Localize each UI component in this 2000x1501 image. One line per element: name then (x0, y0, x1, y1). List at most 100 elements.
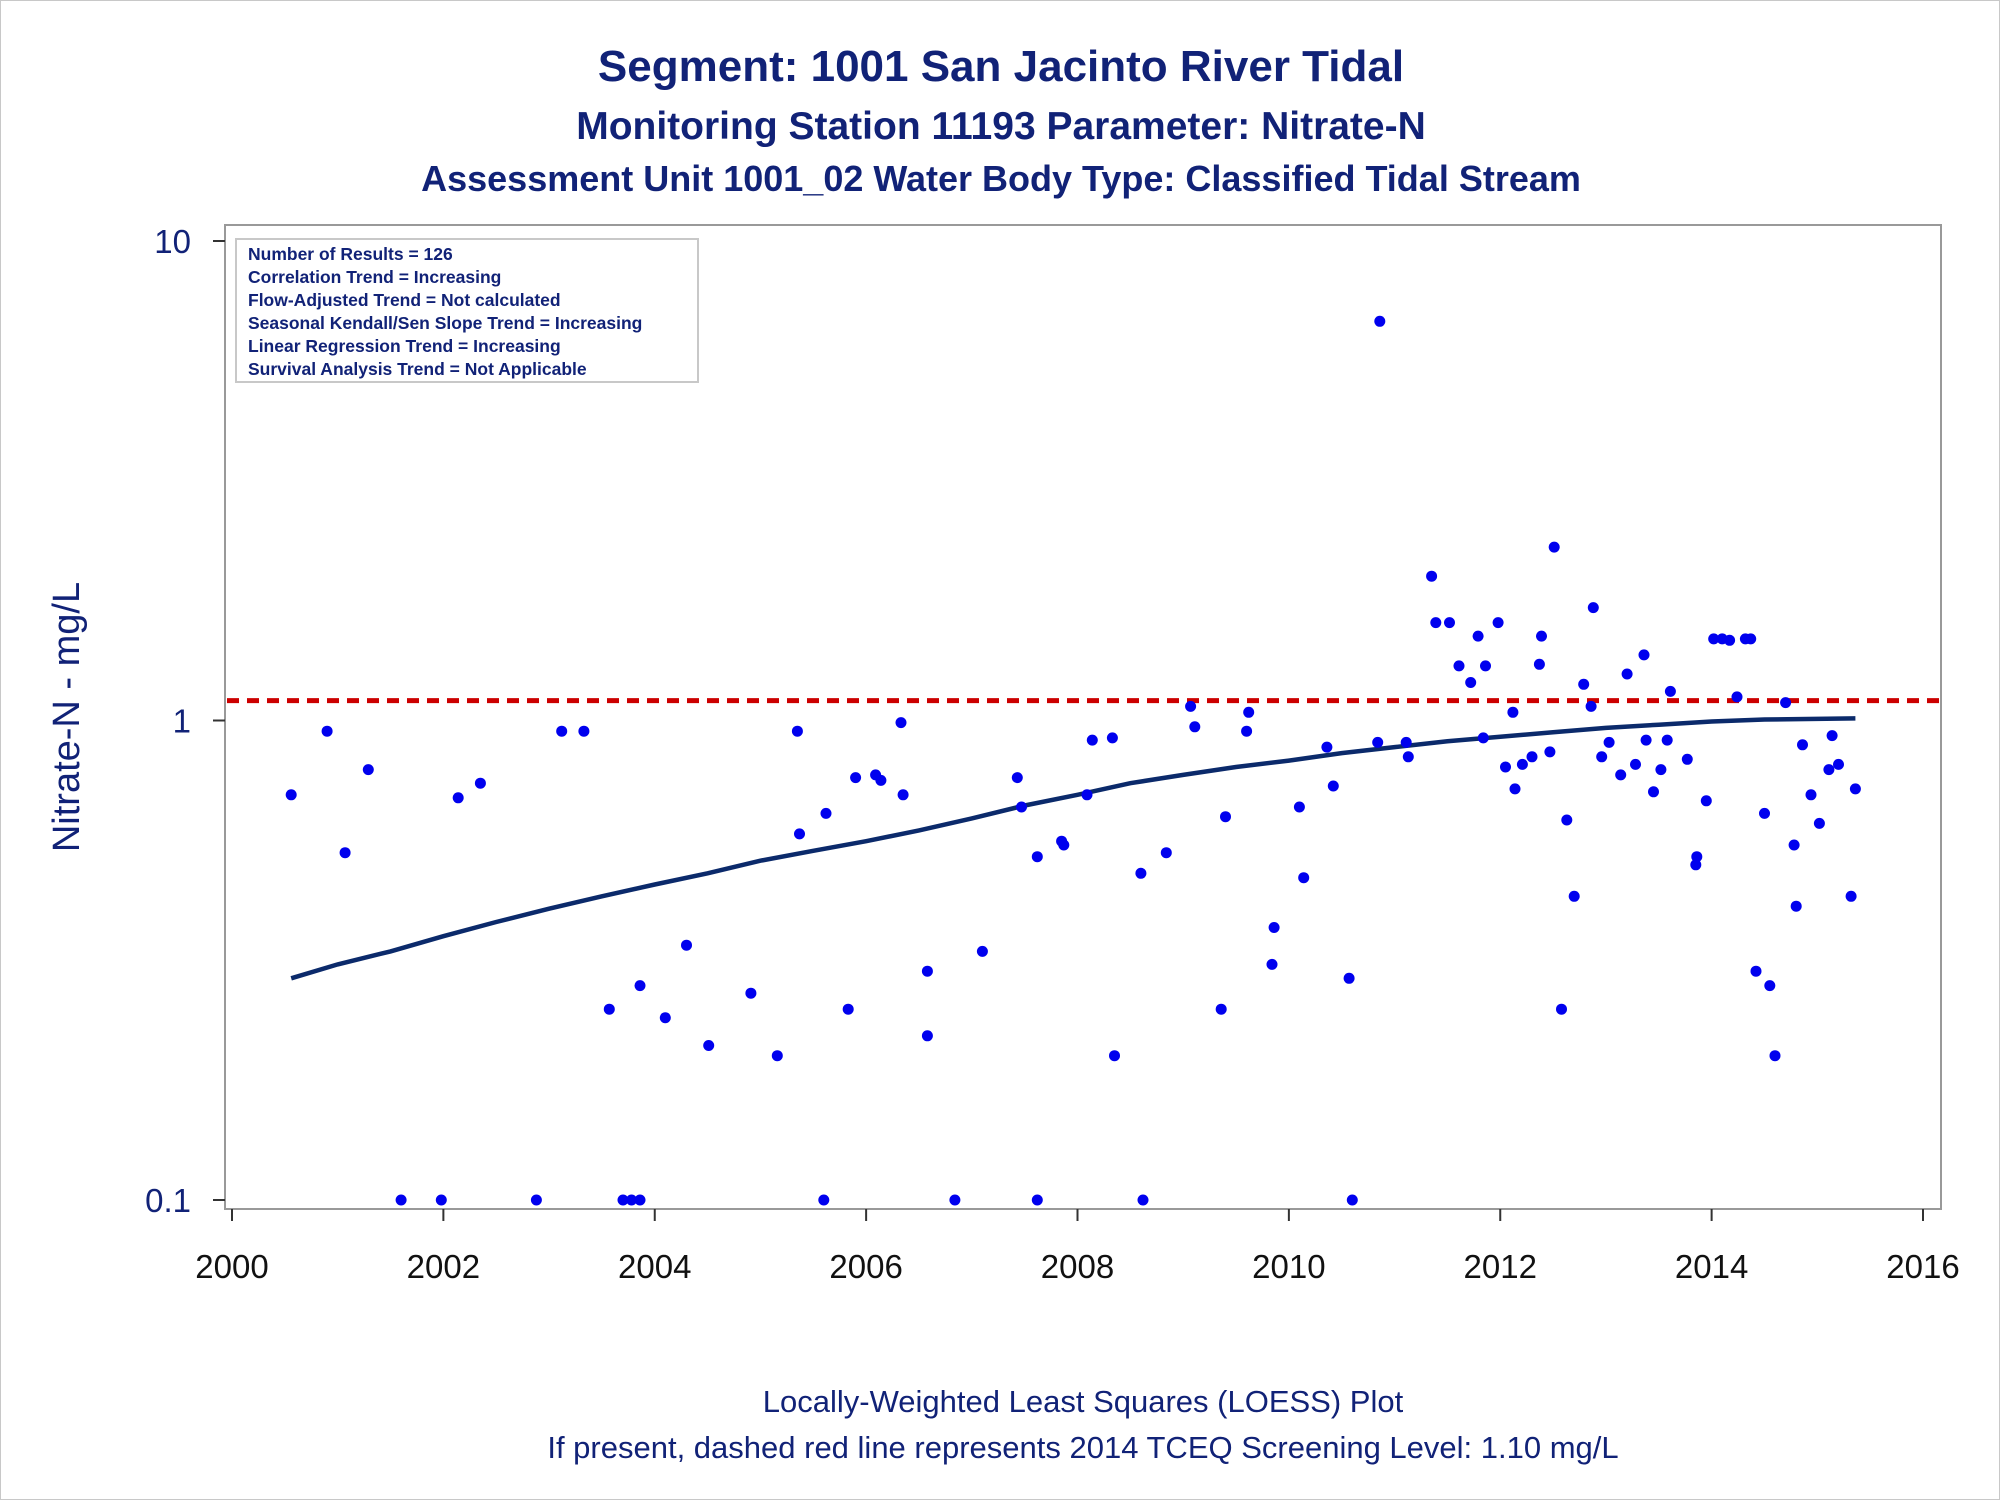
data-point (1011, 772, 1023, 784)
data-point (1681, 753, 1693, 765)
data-point (921, 1030, 933, 1042)
x-tick-label: 2014 (1675, 1248, 1748, 1285)
data-point (1648, 786, 1659, 798)
data-point (1548, 541, 1560, 553)
data-point (1826, 730, 1838, 742)
data-point (681, 939, 692, 951)
data-point (949, 1194, 961, 1206)
y-axis: 0.1 1 10 (145, 223, 225, 1219)
data-point (1298, 872, 1310, 884)
data-point (1585, 700, 1597, 712)
data-point (1266, 958, 1278, 970)
data-point (626, 1194, 637, 1206)
x-tick-label: 2004 (618, 1248, 691, 1285)
data-point (1465, 677, 1477, 688)
data-point (745, 987, 757, 999)
data-point (1268, 922, 1280, 933)
data-point (659, 1012, 671, 1024)
data-point (1086, 734, 1098, 746)
data-point (634, 980, 646, 992)
loess-curve (290, 716, 1856, 981)
footnote-screening: If present, dashed red line represents 2… (547, 1430, 1618, 1465)
data-point (850, 772, 862, 784)
data-point (1640, 734, 1652, 746)
data-point (617, 1194, 629, 1206)
data-point (1750, 965, 1762, 977)
data-points (285, 315, 1861, 1206)
data-point (895, 717, 907, 729)
data-point (1472, 630, 1484, 642)
data-point (1185, 700, 1197, 712)
data-point (1845, 890, 1857, 902)
data-point (1780, 697, 1792, 709)
data-point (1805, 789, 1817, 801)
data-point (1160, 847, 1172, 859)
data-point (1764, 980, 1776, 992)
data-point (791, 725, 803, 737)
chart-title: Segment: 1001 San Jacinto River Tidal (598, 42, 1404, 91)
data-point (1833, 758, 1844, 770)
data-point (362, 764, 374, 776)
x-tick-label: 2000 (195, 1248, 268, 1285)
stats-line-results: Number of Results = 126 (248, 244, 453, 264)
y-axis-label: Nitrate-N - mg/L (46, 582, 88, 852)
data-point (842, 1003, 854, 1015)
data-point (474, 777, 486, 789)
data-point (1137, 1194, 1149, 1206)
data-point (771, 1050, 783, 1062)
stats-line-flow-adjusted: Flow-Adjusted Trend = Not calculated (248, 290, 561, 310)
data-point (897, 789, 909, 801)
y-tick-label: 1 (173, 703, 191, 740)
data-point (1731, 691, 1743, 703)
data-point (395, 1194, 407, 1206)
data-point (1536, 630, 1547, 642)
data-point (1797, 739, 1808, 751)
data-point (1849, 783, 1861, 795)
x-tick-label: 2008 (1041, 1248, 1114, 1285)
x-tick-label: 2006 (829, 1248, 902, 1285)
data-point (1477, 732, 1489, 744)
data-point (1480, 660, 1491, 672)
data-point (1220, 811, 1231, 823)
data-point (1293, 801, 1305, 813)
stats-line-survival: Survival Analysis Trend = Not Applicable (248, 359, 587, 379)
data-point (1745, 633, 1757, 645)
data-point (1081, 789, 1093, 801)
data-point (1215, 1003, 1227, 1015)
data-point (1243, 706, 1255, 718)
chart-subtitle: Monitoring Station 11193 Parameter: Nitr… (576, 105, 1426, 148)
data-point (339, 847, 351, 859)
data-point (634, 1194, 646, 1206)
data-point (1109, 1050, 1120, 1062)
data-point (820, 807, 832, 819)
data-point (1444, 617, 1455, 629)
data-point (556, 725, 568, 737)
data-point (1691, 851, 1703, 863)
data-point (1400, 736, 1412, 748)
data-point (1544, 746, 1556, 758)
data-point (1561, 814, 1573, 826)
data-point (603, 1003, 615, 1015)
data-point (1790, 900, 1802, 912)
data-point (1031, 1194, 1043, 1206)
data-point (1343, 972, 1355, 984)
data-point (1708, 633, 1720, 645)
data-point (1596, 751, 1608, 763)
data-point (1526, 751, 1538, 763)
y-tick-label: 10 (154, 223, 191, 260)
data-point (976, 945, 988, 957)
data-point (1374, 315, 1386, 327)
data-point (1823, 764, 1835, 776)
data-point (1402, 751, 1414, 763)
data-point (1453, 660, 1465, 672)
x-tick-label: 2016 (1886, 1248, 1959, 1285)
data-point (1621, 668, 1633, 680)
data-point (1664, 685, 1676, 697)
data-point (452, 792, 464, 804)
data-point (1690, 859, 1702, 871)
x-tick-label: 2012 (1464, 1248, 1537, 1285)
data-point (1327, 780, 1339, 792)
data-point (1135, 867, 1147, 879)
data-point (1759, 807, 1770, 819)
